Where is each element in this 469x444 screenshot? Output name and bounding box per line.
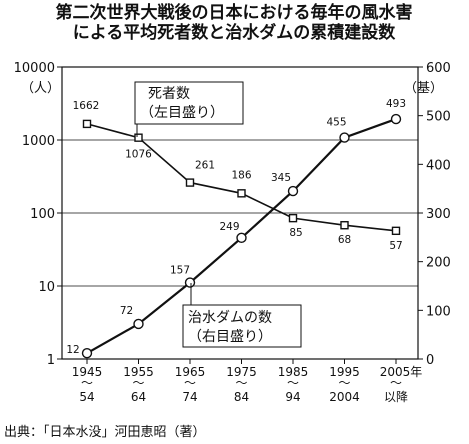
right-tick-label: 600 (426, 61, 451, 76)
right-axis-unit: （基） (404, 81, 443, 96)
x-tick-tilde: ～ (81, 376, 93, 390)
x-tick-tilde: ～ (132, 376, 144, 390)
left-tick-label: 1 (47, 353, 55, 368)
series-layer: 1662 1076 261 186 85 68 57 12 72 157 249 345 455 493 (66, 98, 406, 359)
legend-deaths-box (134, 81, 244, 125)
deaths-marker (134, 133, 143, 142)
legend-deaths-scale: （左目盛り） (140, 105, 224, 121)
x-tick-tilde: ～ (390, 376, 402, 390)
dams-data-label: 455 (326, 117, 346, 129)
x-tick-label-top: 1955 (123, 365, 154, 379)
left-tick-label: 10000 (14, 61, 55, 76)
chart-title-line-1: 第二次世界大戦後の日本における毎年の風水害 (56, 2, 413, 23)
x-tick-label-bottom: 94 (285, 390, 300, 404)
dams-data-label: 157 (170, 265, 190, 277)
deaths-marker (340, 221, 349, 230)
x-tick-tilde: ～ (338, 376, 350, 390)
x-tick-tilde: ～ (184, 376, 196, 390)
dams-data-label: 72 (120, 305, 133, 317)
x-axis: 1945～541955～641965～741975～841985～941995～… (72, 359, 423, 404)
gridlines (62, 139, 418, 287)
x-tick-label-top: 2005年 (380, 365, 423, 379)
legend-dams-name: 治水ダムの数 (188, 310, 272, 326)
deaths-marker (391, 226, 401, 236)
x-tick-label-bottom: 54 (79, 390, 94, 404)
x-tick-label-top: 1945 (72, 365, 103, 379)
x-tick-label-top: 1995 (329, 365, 360, 379)
left-axis: 1 10 100 1000 10000 (14, 61, 62, 368)
x-tick-tilde: ～ (235, 376, 247, 390)
deaths-marker (237, 189, 246, 198)
chart-title-line-2: による平均死者数と治水ダムの累積建設数 (73, 22, 396, 43)
deaths-marker (185, 178, 195, 187)
left-tick-label: 100 (30, 207, 55, 222)
dams-marker (81, 347, 93, 359)
right-tick-label: 100 (426, 304, 451, 319)
x-tick-label-bottom: 2004 (329, 390, 360, 404)
right-tick-label: 300 (426, 207, 451, 222)
deaths-data-label: 1076 (125, 149, 152, 161)
dams-marker (236, 232, 247, 244)
x-tick-label-bottom: 74 (182, 390, 197, 404)
x-tick-label-top: 1985 (278, 365, 309, 379)
deaths-data-label: 1662 (73, 100, 100, 112)
x-tick-label-bottom: 64 (131, 390, 146, 404)
x-tick-label-bottom: 84 (234, 390, 249, 404)
right-tick-label: 500 (426, 110, 451, 125)
dams-data-label: 249 (219, 221, 239, 233)
left-axis-unit: （人） (21, 81, 60, 96)
legend-dams-box (182, 304, 302, 348)
deaths-data-label: 186 (231, 169, 251, 181)
x-tick-label-top: 1975 (226, 365, 257, 379)
legend-deaths: 死者数 （左目盛り） (134, 81, 244, 137)
left-tick-label: 10 (38, 280, 55, 295)
x-tick-tilde: ～ (287, 376, 299, 390)
deaths-marker (288, 213, 298, 223)
dams-data-label: 345 (271, 172, 291, 184)
deaths-data-label: 57 (389, 240, 402, 252)
x-tick-label-bottom: 以降 (384, 390, 408, 404)
dams-data-label: 12 (66, 344, 79, 356)
dams-data-label: 493 (386, 98, 406, 110)
legend-dams-scale: （右目盛り） (188, 329, 272, 345)
deaths-data-label: 261 (195, 160, 215, 172)
dams-marker (287, 185, 299, 197)
dams-marker (339, 132, 350, 143)
legend-deaths-name: 死者数 (148, 86, 190, 102)
legend-dams: 治水ダムの数 （右目盛り） (182, 283, 302, 348)
deaths-data-label: 85 (289, 227, 302, 239)
left-tick-label: 1000 (22, 134, 55, 149)
dams-marker (184, 277, 196, 288)
right-tick-label: 0 (426, 353, 434, 368)
right-axis: 0 100 200 300 400 500 600 (418, 61, 451, 368)
source-note: 出典：「日本水没」河田恵昭（著） (4, 425, 206, 440)
dams-marker (390, 113, 402, 125)
right-tick-label: 400 (426, 158, 451, 173)
deaths-marker (82, 119, 92, 129)
right-tick-label: 200 (426, 256, 451, 271)
x-tick-label-top: 1965 (175, 365, 206, 379)
deaths-data-label: 68 (338, 234, 351, 246)
dams-marker (133, 318, 144, 330)
